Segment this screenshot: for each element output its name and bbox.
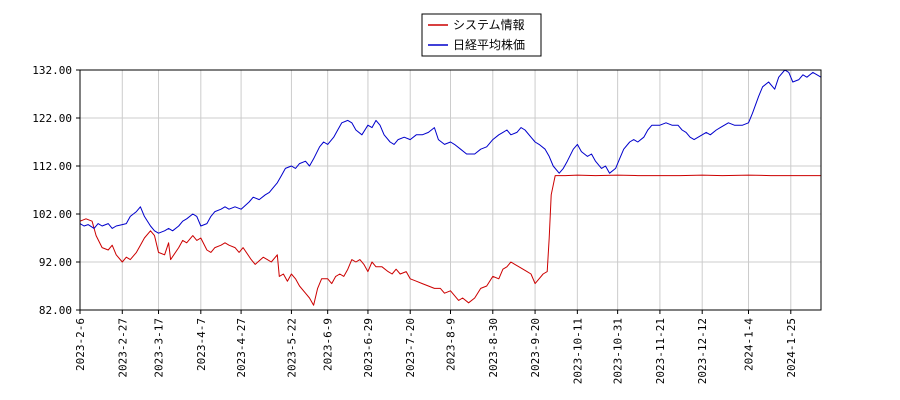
x-tick-label: 2023-10-31 (612, 318, 625, 384)
x-tick-label: 2023-9-20 (529, 318, 542, 378)
x-axis: 2023-2-6 2023-2-27 2023-3-17 2023-4-7 2023-4… (74, 310, 798, 384)
grid (79, 69, 821, 311)
series-line-1 (79, 174, 821, 306)
x-tick-label: 2023-2-6 (74, 318, 87, 371)
x-tick-label: 2023-4-27 (235, 318, 248, 378)
legend: システム情報 日経平均株価 (421, 13, 542, 57)
legend-box (421, 13, 542, 57)
y-tick-label: 102.00 (32, 208, 72, 221)
x-tick-label: 2023-11-21 (654, 318, 667, 384)
x-tick-label: 2024-1-4 (743, 318, 756, 371)
x-tick-label: 2023-5-22 (285, 318, 298, 378)
x-tick-label: 2023-12-12 (696, 318, 709, 384)
y-tick-label: 132.00 (32, 64, 72, 77)
x-tick-label: 2023-6-9 (322, 318, 335, 371)
x-tick-label: 2023-3-17 (153, 318, 166, 378)
x-tick-label: 2023-8-9 (445, 318, 458, 371)
x-tick-label: 2023-4-7 (195, 318, 208, 371)
y-tick-label: 92.00 (39, 256, 72, 269)
legend-label-series-2: 日経平均株価 (453, 37, 525, 52)
series-line-2 (79, 69, 822, 234)
y-tick-label: 82.00 (39, 304, 72, 317)
x-tick-label: 2023-10-11 (571, 318, 584, 384)
x-tick-label: 2024-1-25 (785, 318, 798, 378)
legend-label-series-1: システム情報 (453, 18, 525, 32)
y-axis: 82.00 92.00 102.00 112.00 122.00 132.00 (32, 64, 80, 317)
x-tick-label: 2023-8-30 (487, 318, 500, 378)
x-tick-label: 2023-7-20 (404, 318, 417, 378)
y-tick-label: 112.00 (32, 160, 72, 173)
x-tick-label: 2023-6-29 (362, 318, 375, 378)
y-tick-label: 122.00 (32, 112, 72, 125)
series-layer (79, 69, 822, 306)
x-tick-label: 2023-2-27 (116, 318, 129, 378)
